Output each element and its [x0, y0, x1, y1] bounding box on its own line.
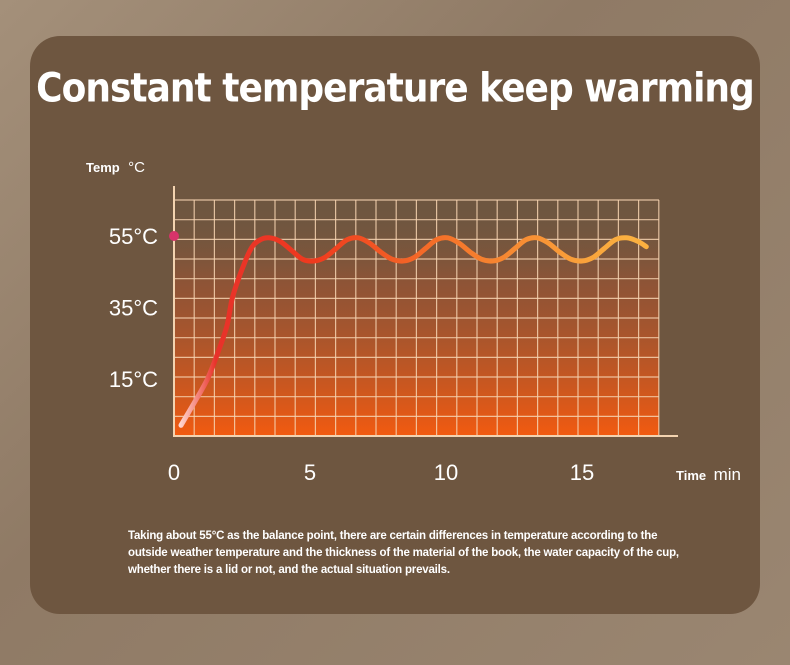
y-tick-label: 55°C — [109, 224, 158, 249]
balance-note: Taking about 55°C as the balance point, … — [128, 530, 679, 576]
y-tick-label: 35°C — [109, 295, 158, 320]
y-axis-label-bold: Temp — [86, 160, 120, 175]
x-tick-label: 10 — [434, 460, 458, 485]
grid — [174, 199, 660, 436]
y-tick-label: 15°C — [109, 367, 158, 392]
y-axis-label-unit: °C — [128, 159, 145, 176]
x-tick-label: 15 — [570, 460, 594, 485]
y-axis-label: Temp °C — [86, 159, 145, 176]
balance-point-marker — [169, 231, 179, 241]
x-tick-label: 0 — [168, 460, 180, 485]
x-axis-label-unit: min — [714, 465, 741, 484]
x-axis-label: Time min — [676, 465, 741, 484]
y-tick-labels: 15°C 35°C 55°C — [109, 224, 158, 392]
x-tick-label: 5 — [304, 460, 316, 485]
page-title: Constant temperature keep warming — [36, 65, 755, 112]
series-line-temperature — [178, 235, 649, 428]
x-tick-labels: 0 5 10 15 — [168, 460, 594, 485]
x-axis-label-bold: Time — [676, 468, 706, 483]
